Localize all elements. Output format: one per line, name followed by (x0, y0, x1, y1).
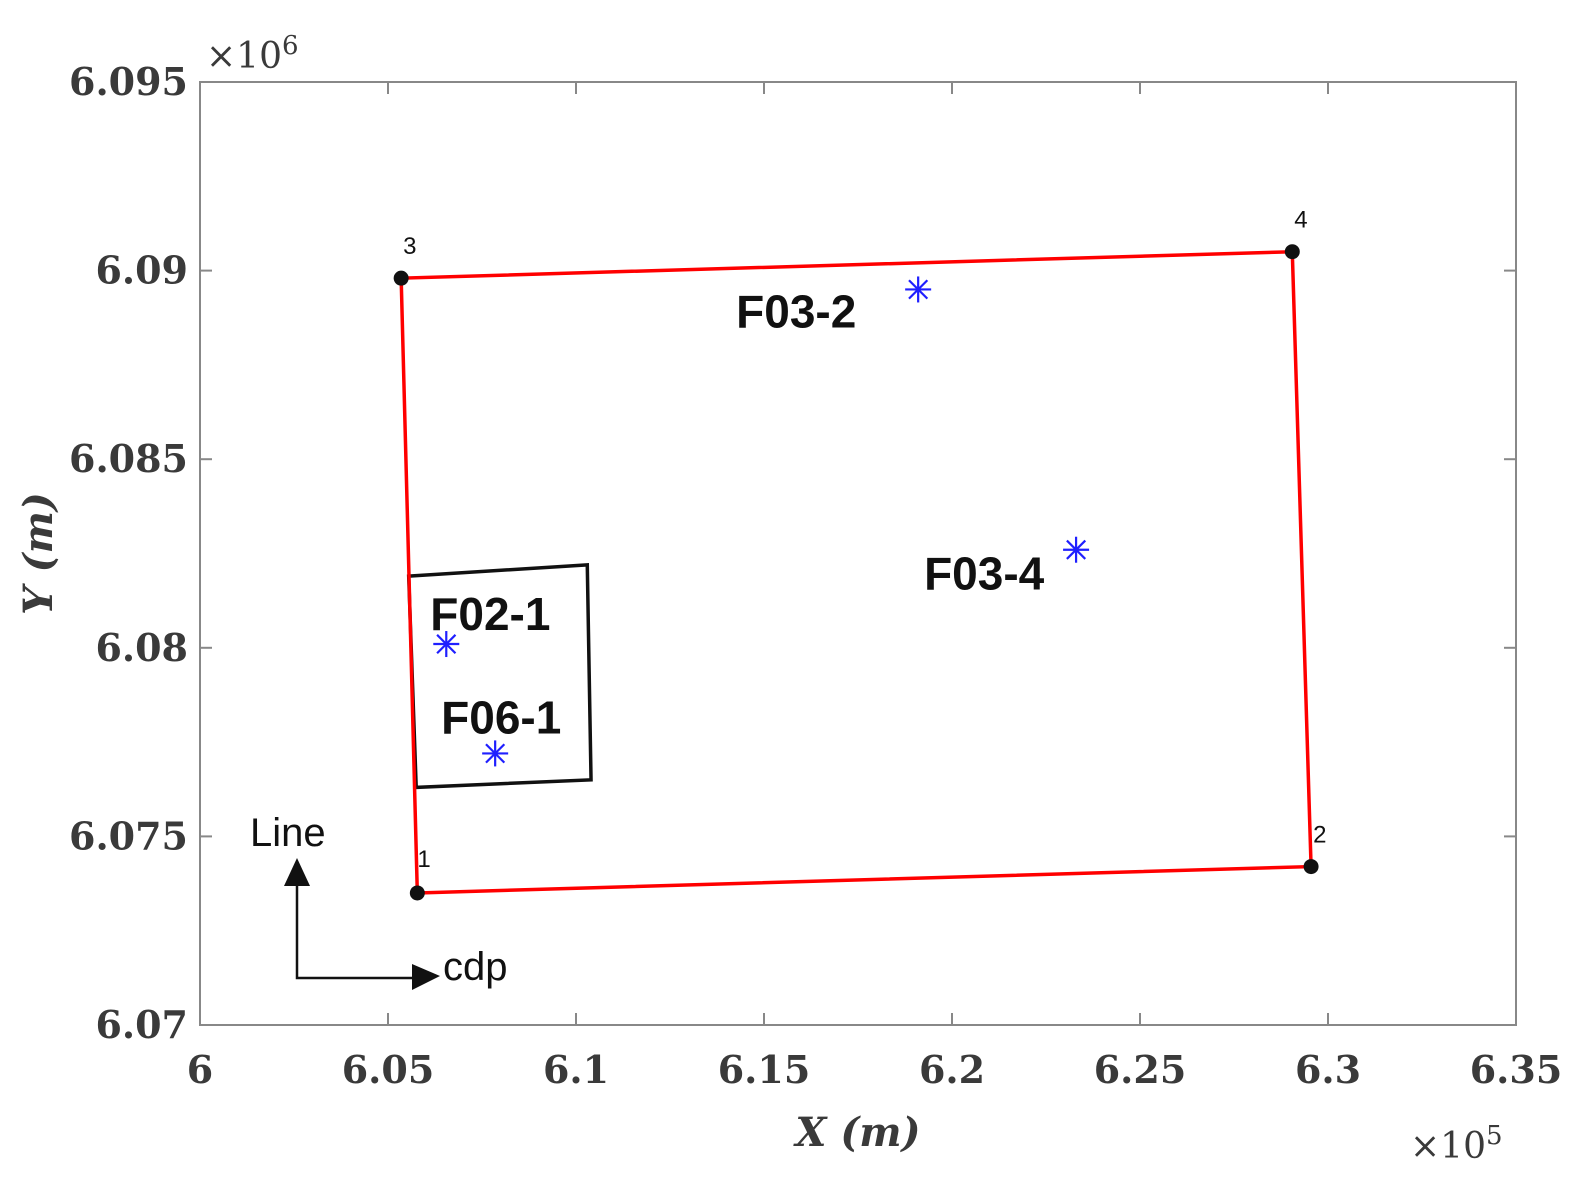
x-tick-label: 6.25 (1094, 1047, 1187, 1092)
y-tick-label: 6.075 (69, 813, 188, 858)
well-label: F02-1 (430, 588, 550, 640)
x-axis-multiplier: ×105 (1410, 1121, 1503, 1167)
cdp-direction-label: cdp (443, 945, 508, 989)
y-axis-ticks: 6.07 6.075 6.08 6.085 6.09 6.095 (69, 59, 1516, 1047)
corner-marker (393, 270, 409, 286)
well-label: F03-2 (736, 285, 856, 337)
y-multiplier-exp: 6 (282, 31, 299, 61)
x-tick-label: 6.1 (543, 1047, 609, 1092)
y-tick-label: 6.09 (95, 248, 188, 293)
well-marker (433, 631, 460, 658)
well-label: F03-4 (924, 548, 1045, 600)
x-multiplier-exp: 5 (1486, 1121, 1503, 1151)
x-axis-label: X (m) (792, 1109, 920, 1156)
y-tick-label: 6.085 (69, 436, 188, 481)
right-arrowhead (412, 964, 440, 990)
x-tick-label: 6.3 (1295, 1047, 1361, 1092)
corner-label: 1 (417, 846, 430, 873)
up-arrowhead (284, 858, 310, 886)
y-tick-label: 6.08 (95, 625, 188, 670)
wells-layer: F03-2 F03-4 F02-1 F06-1 (430, 276, 1090, 767)
y-tick-label: 6.095 (69, 59, 188, 104)
direction-indicator: Line cdp (250, 811, 508, 990)
well-marker (482, 740, 509, 767)
y-tick-label: 6.07 (95, 1002, 188, 1047)
corner-marker (1303, 859, 1319, 875)
x-tick-label: 6 (187, 1047, 213, 1092)
y-axis-label: Y (m) (15, 492, 62, 615)
x-tick-label: 6.05 (342, 1047, 435, 1092)
well-label: F06-1 (441, 691, 561, 743)
x-tick-label: 6.15 (718, 1047, 811, 1092)
well-marker (905, 276, 932, 303)
direction-arrow-line (295, 880, 420, 980)
corner-label: 2 (1313, 822, 1326, 849)
x-tick-label: 6.35 (1470, 1047, 1563, 1092)
x-tick-label: 6.2 (919, 1047, 985, 1092)
y-multiplier-base: ×10 (206, 36, 282, 77)
line-direction-label: Line (250, 811, 326, 855)
survey-boundary (399, 249, 1313, 895)
corner-marker (1284, 244, 1300, 260)
well-marker (1063, 536, 1090, 563)
corner-label: 4 (1294, 207, 1307, 234)
survey-boundary-layer: 1 2 4 3 (393, 207, 1326, 901)
plot-frame (199, 81, 1517, 1026)
corner-label: 3 (403, 233, 416, 260)
x-axis-ticks: 6 6.05 6.1 6.15 6.2 6.25 6.3 6.35 (187, 82, 1563, 1092)
x-multiplier-base: ×10 (1410, 1126, 1486, 1167)
corner-marker (409, 885, 425, 901)
y-axis-multiplier: ×106 (206, 31, 299, 77)
